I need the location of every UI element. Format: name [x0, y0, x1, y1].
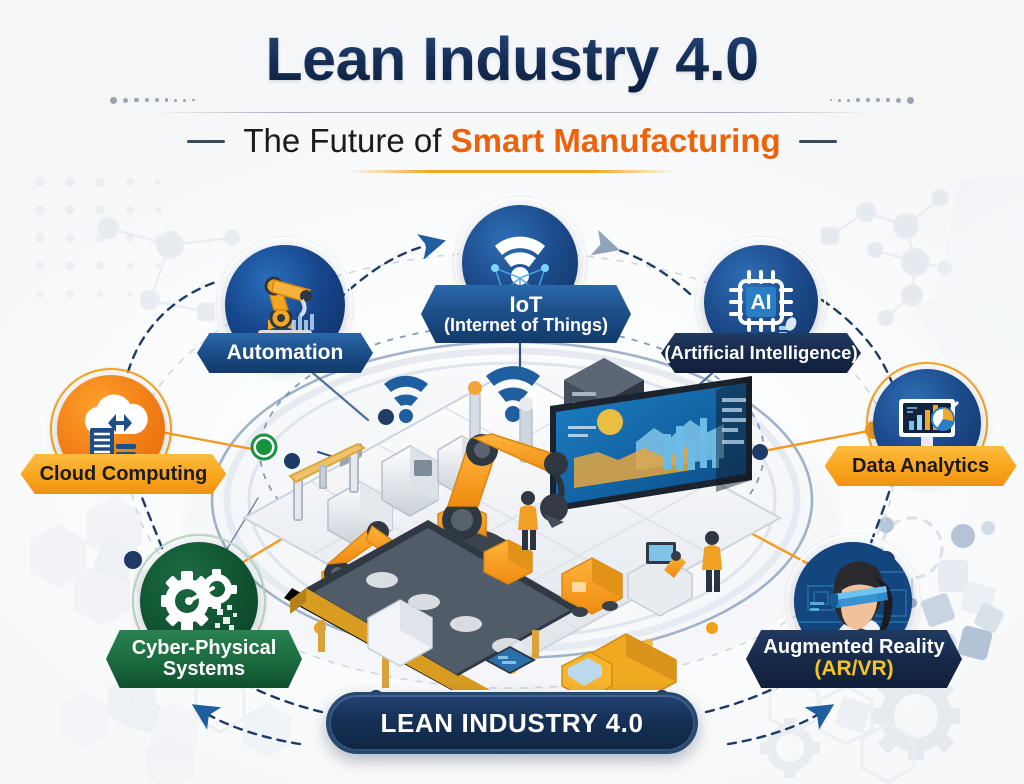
dot-accent-left [110, 96, 195, 104]
title-divider [152, 112, 872, 113]
analytics-banner[interactable]: Data Analytics [824, 446, 1017, 486]
svg-text:AI: AI [751, 291, 772, 314]
automation-label-line1: Automation [226, 340, 344, 364]
hex-pattern-bottom-left [60, 674, 291, 784]
arvr-label-line2: (AR/VR) [814, 657, 894, 681]
arrow-bottom-right-out [726, 704, 835, 746]
arrow-iot-to-ai [590, 229, 692, 296]
node-iot[interactable]: IoT (Internet of Things) [421, 197, 631, 343]
subtitle-plain: The Future of [243, 122, 451, 159]
analytics-label-line1: Data Analytics [852, 454, 990, 477]
node-cyber-physical-systems[interactable]: Cyber-Physical Systems [106, 534, 302, 688]
subtitle-dash-left [187, 139, 226, 143]
arrow-bottom-left-out [191, 704, 302, 746]
iot-label-line1: IoT [509, 292, 543, 317]
node-ai[interactable]: AI (Artificial Intelligence) [661, 237, 861, 373]
arvr-label-line1: Augmented Reality [763, 636, 945, 659]
subtitle-dash-right [798, 139, 837, 143]
cloud-label-line1: Cloud Computing [39, 462, 208, 485]
ai-banner[interactable]: (Artificial Intelligence) [661, 333, 861, 373]
cps-label-line1: Cyber-Physical [131, 637, 277, 659]
header: Lean Industry 4.0 The Future of Smart Ma… [0, 0, 1024, 190]
page-subtitle: The Future of Smart Manufacturing [243, 122, 780, 160]
page-title: Lean Industry 4.0 [0, 24, 1024, 94]
package-box [367, 599, 433, 667]
network-motif-top-right [820, 188, 953, 327]
node-automation[interactable]: Automation [197, 237, 373, 373]
subtitle-underline [347, 170, 677, 173]
cloud-banner[interactable]: Cloud Computing [20, 454, 227, 494]
iot-banner[interactable]: IoT (Internet of Things) [421, 285, 631, 343]
gears-icon [161, 569, 237, 631]
node-cloud-computing[interactable]: Cloud Computing [20, 368, 227, 498]
wifi-signal-left [384, 375, 428, 423]
automation-banner[interactable]: Automation [197, 333, 373, 373]
cps-banner[interactable]: Cyber-Physical Systems [106, 630, 302, 688]
delivery-truck [561, 633, 677, 690]
ai-label-line1: (Artificial Intelligence) [664, 342, 858, 364]
node-data-analytics[interactable]: Data Analytics [824, 362, 1017, 492]
subtitle-row: The Future of Smart Manufacturing [0, 122, 1024, 160]
pill-label: LEAN INDUSTRY 4.0 [380, 707, 644, 738]
node-augmented-reality[interactable]: Augmented Reality (AR/VR) [746, 534, 962, 688]
subtitle-accent: Smart Manufacturing [450, 122, 781, 159]
dot-accent-right [829, 96, 914, 104]
lean-industry-pill[interactable]: LEAN INDUSTRY 4.0 [326, 692, 698, 754]
beam-decoration-right [905, 180, 1024, 360]
cps-label-line2: Systems [162, 658, 246, 680]
iot-label-line2: (Internet of Things) [444, 315, 608, 336]
dot-grid-top-left [35, 177, 162, 298]
arvr-banner[interactable]: Augmented Reality (AR/VR) [746, 630, 962, 688]
ai-chip-icon: AI [729, 270, 797, 335]
smart-factory-scene [232, 330, 792, 690]
